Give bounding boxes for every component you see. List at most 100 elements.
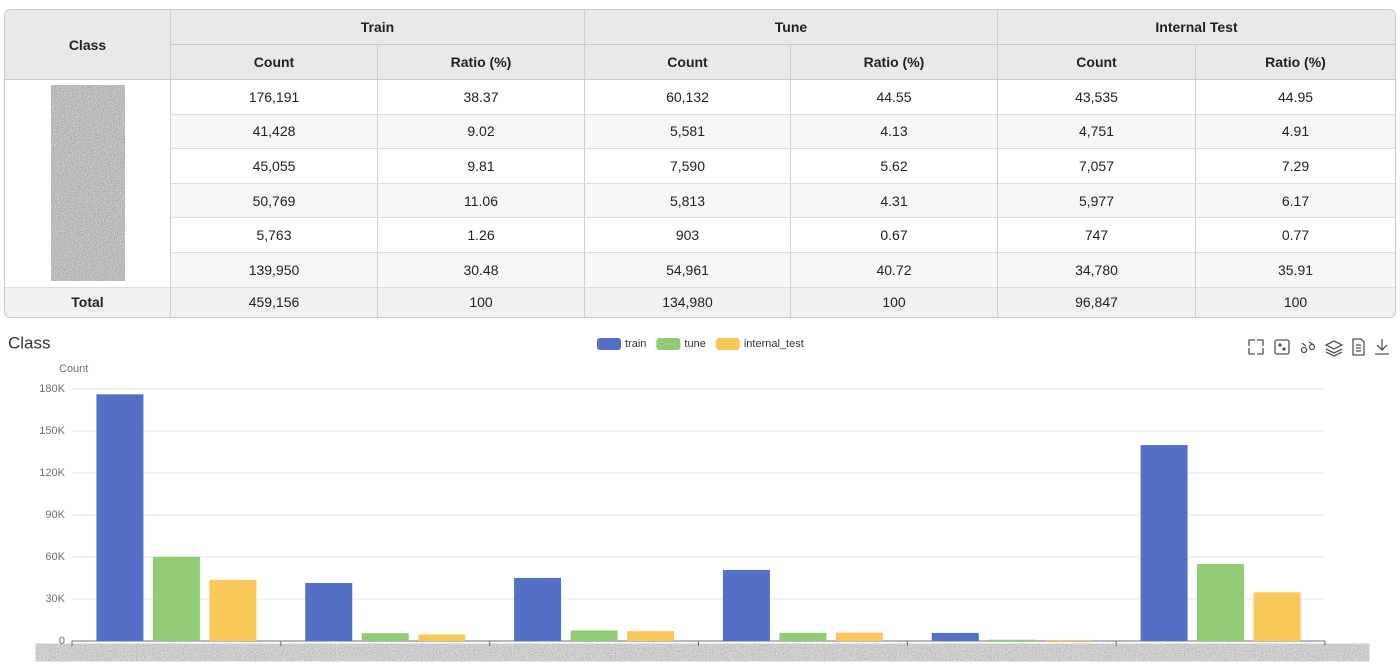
column-header: Ratio (%)	[791, 45, 998, 80]
column-header: Ratio (%)	[1196, 45, 1396, 80]
group-header: Train	[171, 10, 585, 45]
legend-label: internal_test	[744, 338, 804, 350]
table-cell: 747	[998, 218, 1196, 253]
save-image-button[interactable]	[1375, 339, 1389, 355]
table-row: 5,763 1.26 903 0.67 747 0.77	[5, 218, 1396, 253]
bar	[514, 577, 562, 641]
total-cell: 134,980	[585, 287, 791, 317]
table-cell: 7.29	[1196, 149, 1396, 184]
y-tick-label: 180K	[39, 383, 65, 395]
stack-button[interactable]	[1324, 340, 1344, 357]
table-cell: 9.81	[378, 149, 585, 184]
bar	[96, 394, 144, 641]
table-row: 50,769 11.06 5,813 4.31 5,977 6.17	[5, 183, 1396, 219]
y-tick-label: 120K	[39, 467, 65, 479]
zoom-button[interactable]	[1274, 339, 1290, 355]
table-cell: 5,581	[585, 114, 791, 150]
table-cell: 7,057	[998, 149, 1196, 184]
table-cell: 45,055	[171, 149, 378, 184]
table-row: 139,950 30.48 54,961 40.72 34,780 35.91	[5, 252, 1396, 288]
table-cell: 50,769	[171, 183, 378, 219]
bar	[1044, 639, 1092, 641]
total-cell: 100	[1196, 287, 1396, 317]
total-cell: 459,156	[171, 287, 378, 317]
table-cell: 903	[585, 218, 791, 253]
bar	[988, 639, 1036, 641]
table-cell: 43,535	[998, 80, 1196, 115]
legend-swatch	[597, 338, 621, 350]
table-row: 45,055 9.81 7,590 5.62 7,057 7.29	[5, 149, 1396, 184]
bar	[779, 632, 827, 641]
y-tick-label: 90K	[45, 509, 65, 521]
table-cell: 44.95	[1196, 80, 1396, 115]
table-cell: 1.26	[378, 218, 585, 253]
table-cell: 34,780	[998, 252, 1196, 288]
column-header: Count	[585, 45, 791, 80]
table-cell: 139,950	[171, 252, 378, 288]
column-header: Count	[998, 45, 1196, 80]
bar	[835, 632, 883, 641]
group-header: Internal Test	[998, 10, 1396, 45]
bar	[1197, 564, 1245, 641]
bar	[1253, 592, 1301, 641]
table-cell: 4.13	[791, 114, 998, 150]
table-cell: 0.77	[1196, 218, 1396, 253]
table-cell: 4,751	[998, 114, 1196, 150]
bar	[570, 630, 618, 641]
table-cell: 5,763	[171, 218, 378, 253]
table-row: 176,191 38.37 60,132 44.55 43,535 44.95	[5, 80, 1396, 288]
y-tick-label: 30K	[45, 593, 65, 605]
bar	[931, 632, 979, 641]
chart-title: Class	[8, 333, 51, 352]
bar	[305, 583, 353, 641]
series-type-button[interactable]	[1300, 341, 1316, 354]
column-header: Ratio (%)	[378, 45, 585, 80]
table-cell: 11.06	[378, 183, 585, 219]
table-cell: 40.72	[791, 252, 998, 288]
table-cell: 6.17	[1196, 183, 1396, 219]
table-cell: 54,961	[585, 252, 791, 288]
bar	[418, 634, 466, 641]
table-cell: 176,191	[171, 80, 378, 115]
column-header: Class	[5, 10, 171, 80]
bar	[722, 569, 770, 641]
fullscreen-button[interactable]	[1248, 339, 1264, 355]
total-cell: 100	[791, 287, 998, 317]
table-cell: 4.31	[791, 183, 998, 219]
group-header: Tune	[585, 10, 998, 45]
bar	[209, 580, 257, 641]
legend-label: tune	[684, 338, 705, 350]
table-cell: 5,977	[998, 183, 1196, 219]
table-row: 41,428 9.02 5,581 4.13 4,751 4.91	[5, 114, 1396, 150]
table-cell: 44.55	[791, 80, 998, 115]
data-view-button[interactable]	[1352, 338, 1365, 356]
table-cell: 38.37	[378, 80, 585, 115]
column-header: Count	[171, 45, 378, 80]
table-cell: 41,428	[171, 114, 378, 150]
class-image	[50, 85, 125, 282]
x-labels-redacted	[147, 645, 1258, 660]
legend-swatch	[715, 338, 740, 350]
total-row: Total 459,156 100 134,980 100 96,847 100	[5, 287, 1396, 317]
y-axis-label: Count	[59, 363, 88, 375]
toolbox	[1248, 338, 1389, 357]
table-cell: 4.91	[1196, 114, 1396, 150]
table-cell: 60,132	[585, 80, 791, 115]
y-tick-label: 150K	[39, 425, 65, 437]
bar	[627, 631, 675, 641]
y-tick-label: 60K	[45, 551, 65, 563]
data-table: Class Train Tune Internal Test Count Ratio (…	[4, 9, 1397, 318]
bar	[152, 556, 200, 641]
table-cell: 5,813	[585, 183, 791, 219]
table-cell: 5.62	[791, 149, 998, 184]
table-cell: 35.91	[1196, 252, 1396, 288]
class-cell	[5, 80, 171, 288]
total-cell: 100	[378, 287, 585, 317]
table-cell: 7,590	[585, 149, 791, 184]
y-tick-label: 0	[59, 635, 65, 647]
bar	[361, 633, 409, 641]
legend-swatch	[656, 338, 681, 350]
table-cell: 0.67	[791, 218, 998, 253]
legend-label: train	[625, 338, 646, 350]
